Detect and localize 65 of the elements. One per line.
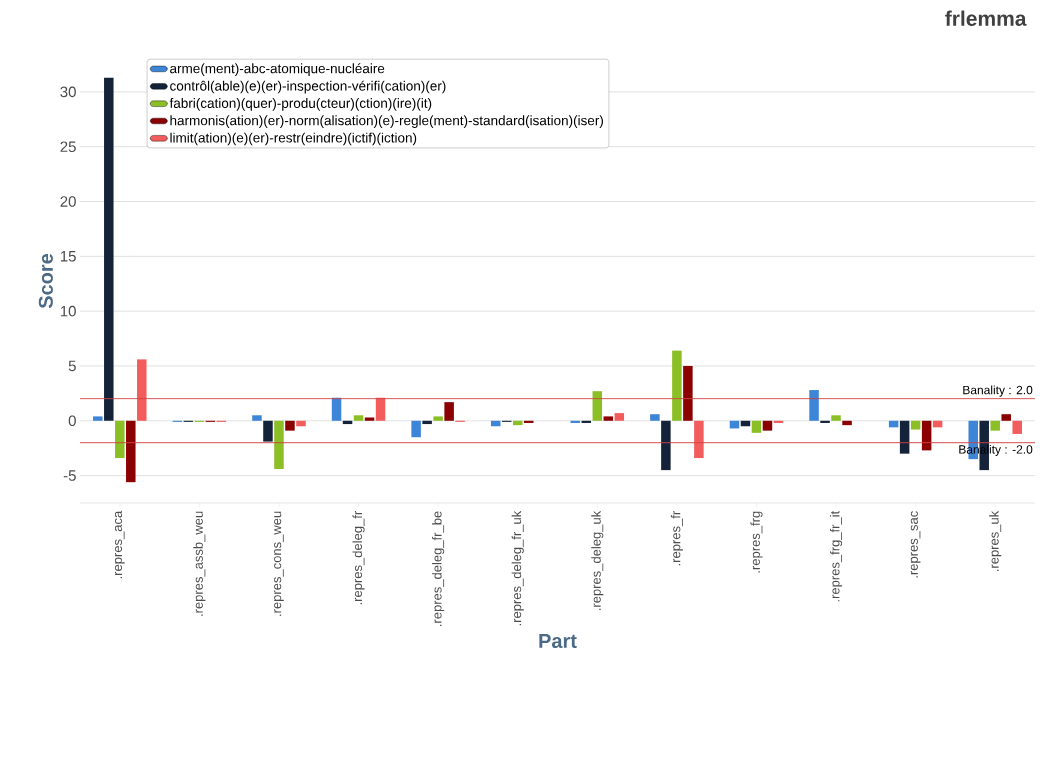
legend-label: limit(ation)(e)(er)-restr(eindre)(ictif)(iction) — [170, 132, 417, 146]
bar — [126, 420, 136, 483]
x-tick-label: .repres_fr — [670, 511, 683, 566]
bar — [592, 391, 603, 421]
bar — [1001, 414, 1011, 421]
bar — [683, 365, 693, 421]
bar — [661, 420, 671, 471]
bar — [263, 420, 273, 442]
bar — [809, 390, 819, 421]
bar — [820, 420, 830, 423]
bar — [842, 420, 852, 426]
x-tick-label: .repres_aca — [114, 510, 125, 579]
x-tick-label: .repres_assb_weu — [193, 511, 206, 616]
legend-label: contrôl(able)(e)(er)-inspection-vérifi(cation)(er) — [170, 80, 446, 94]
x-tick-label: .repres_deleg_fr_be — [432, 511, 445, 626]
x-tick-label: .repres_cons_weu — [274, 511, 284, 616]
legend-label: harmonis(ation)(er)-norm(alisation)(e)-regle(ment)-standard(isation)(iser) — [170, 115, 603, 128]
bar — [444, 402, 454, 421]
bar — [910, 420, 921, 430]
y-tick-label: 25 — [60, 141, 76, 152]
x-tick-label: .repres_deleg_fr — [352, 511, 365, 605]
legend-label: arme(ment)-abc-atomique-nucléaire — [170, 63, 385, 76]
bar — [694, 420, 704, 459]
y-tick-label: -5 — [63, 470, 76, 481]
y-tick-label: 15 — [60, 251, 76, 262]
y-tick-label: 20 — [60, 196, 76, 207]
bar — [614, 413, 625, 421]
y-tick-label: 0 — [68, 415, 76, 427]
bar — [433, 416, 443, 421]
bar — [1012, 420, 1022, 434]
legend-label: fabri(cation)(quer)-produ(cteur)(ction)(ire)(it) — [169, 98, 432, 111]
bar — [672, 350, 682, 421]
bar — [93, 416, 103, 421]
chart-title: frlemma — [945, 10, 1027, 26]
x-tick-label: .repres_deleg_fr_uk — [511, 510, 524, 626]
bar — [921, 420, 932, 451]
x-tick-label: .repres_deleg_uk — [591, 510, 604, 611]
bar — [603, 416, 614, 421]
bar — [104, 77, 114, 421]
bar — [762, 420, 773, 431]
x-tick-label: .repres_frg — [750, 511, 763, 573]
y-axis-title: Score — [38, 253, 53, 309]
bar — [650, 414, 660, 421]
x-axis-title: Part — [539, 634, 577, 648]
x-tick-label: .repres_sac — [910, 511, 921, 578]
bar — [831, 415, 841, 421]
ref-line-label: Banality : 2.0 — [963, 385, 1033, 397]
bar — [990, 420, 1000, 431]
bar — [364, 417, 375, 421]
bar — [353, 415, 364, 421]
bar — [899, 420, 910, 454]
x-tick-label: .repres_uk — [989, 510, 1002, 572]
y-tick-label: 5 — [68, 360, 76, 372]
bar — [751, 420, 762, 433]
x-tick-label: .repres_frg_fr_it — [829, 510, 843, 602]
y-tick-label: 30 — [60, 86, 76, 98]
y-tick-label: 10 — [60, 305, 76, 317]
bar — [422, 420, 432, 425]
bar — [285, 420, 295, 431]
bar — [274, 420, 284, 470]
bar — [115, 420, 125, 459]
bar — [411, 420, 421, 438]
bar — [296, 420, 306, 427]
bar — [137, 359, 147, 421]
bar — [252, 415, 262, 421]
